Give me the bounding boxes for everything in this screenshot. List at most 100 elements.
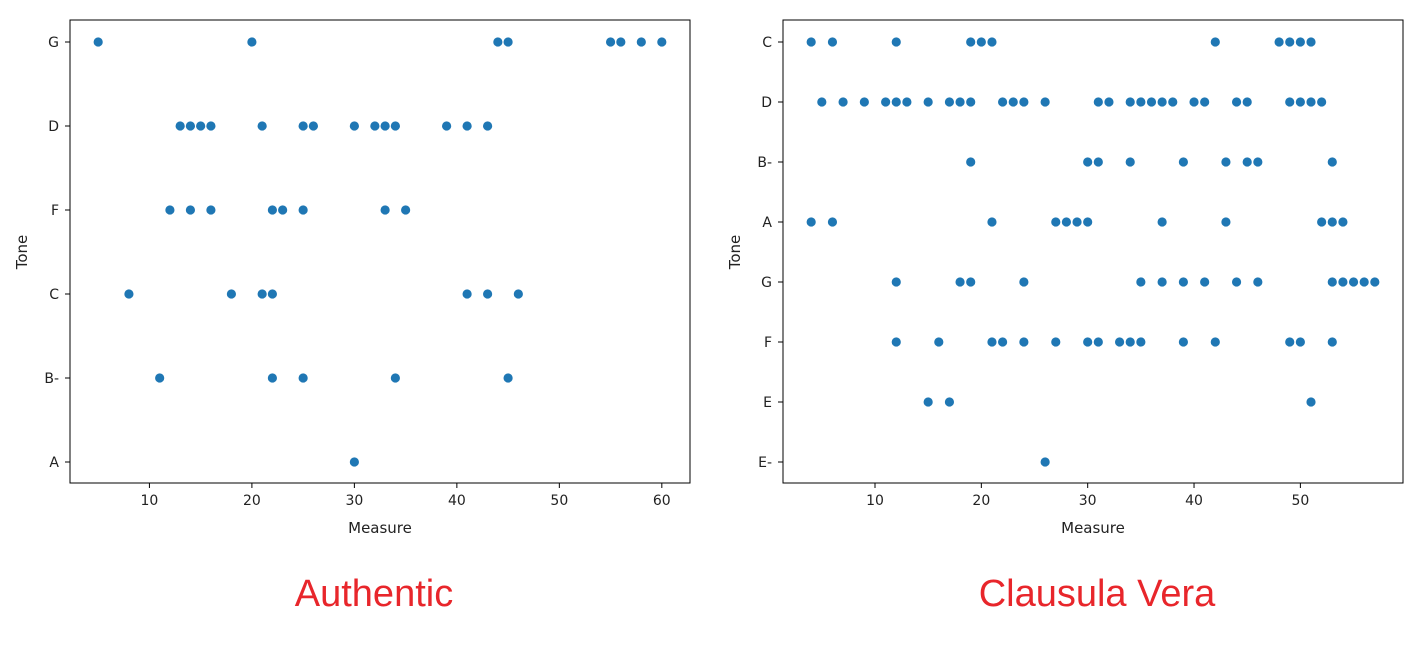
y-tick-label: A xyxy=(762,215,772,231)
data-point xyxy=(1199,276,1211,288)
data-point xyxy=(389,120,401,132)
data-point xyxy=(1039,456,1051,468)
x-axis-label: Measure xyxy=(348,519,412,537)
data-point xyxy=(1305,396,1317,408)
data-point xyxy=(1135,336,1147,348)
data-point xyxy=(944,396,955,408)
y-tick-label: D xyxy=(48,119,59,135)
data-point xyxy=(890,276,902,288)
data-point xyxy=(482,120,494,132)
data-point xyxy=(1337,276,1349,288)
data-point xyxy=(1114,336,1125,348)
data-point xyxy=(615,36,627,48)
data-point xyxy=(266,204,278,216)
data-point xyxy=(656,36,668,48)
data-point xyxy=(1231,96,1242,108)
data-point xyxy=(1231,276,1242,288)
data-point xyxy=(1305,96,1317,108)
data-point xyxy=(1316,216,1328,228)
data-point xyxy=(933,336,945,348)
data-point xyxy=(492,36,504,48)
x-axis-label: Measure xyxy=(1061,519,1125,537)
data-point xyxy=(635,36,647,48)
data-point xyxy=(1177,276,1189,288)
data-point xyxy=(1188,96,1200,108)
data-point xyxy=(1018,336,1030,348)
data-point xyxy=(266,288,278,300)
data-point xyxy=(965,36,977,48)
y-axis-label: Tone xyxy=(13,235,31,271)
x-tick-label: 60 xyxy=(653,493,671,509)
data-point xyxy=(1284,36,1296,48)
data-point xyxy=(605,36,616,48)
data-point xyxy=(965,96,977,108)
data-point xyxy=(1092,156,1104,168)
data-point xyxy=(1199,96,1211,108)
y-tick-label: E xyxy=(763,395,772,411)
data-point xyxy=(174,120,186,132)
data-point xyxy=(1050,216,1062,228)
data-point xyxy=(805,216,817,228)
data-point xyxy=(266,372,278,384)
data-point xyxy=(1348,276,1359,288)
data-point xyxy=(1018,276,1030,288)
data-point xyxy=(975,36,987,48)
data-point xyxy=(986,216,998,228)
x-tick-label: 40 xyxy=(1185,493,1203,509)
data-point xyxy=(461,120,473,132)
data-point xyxy=(1326,336,1338,348)
data-point xyxy=(1071,216,1083,228)
data-point xyxy=(858,96,870,108)
data-point xyxy=(827,36,838,48)
y-tick-label: E- xyxy=(758,455,772,471)
data-point xyxy=(1050,336,1062,348)
data-point xyxy=(1273,36,1285,48)
data-point xyxy=(1146,96,1157,108)
x-tick-label: 40 xyxy=(448,493,466,509)
y-tick-label: A xyxy=(49,455,59,471)
data-point xyxy=(1358,276,1370,288)
data-point xyxy=(1177,336,1189,348)
data-point xyxy=(1092,96,1104,108)
data-point xyxy=(1220,216,1232,228)
data-point xyxy=(986,36,998,48)
data-point xyxy=(1007,96,1019,108)
y-tick-label: G xyxy=(48,35,59,51)
data-point xyxy=(1018,96,1030,108)
data-point xyxy=(256,120,268,132)
data-point xyxy=(154,372,166,384)
data-point xyxy=(1294,336,1306,348)
data-point xyxy=(1252,156,1264,168)
data-point xyxy=(1156,216,1168,228)
data-point xyxy=(827,216,838,228)
data-point xyxy=(1284,96,1296,108)
data-point xyxy=(1220,156,1232,168)
data-point xyxy=(880,96,892,108)
data-point xyxy=(901,96,913,108)
data-point xyxy=(512,288,524,300)
data-point xyxy=(1177,156,1189,168)
data-point xyxy=(890,96,902,108)
y-tick-label: G xyxy=(761,275,772,291)
data-point xyxy=(1209,36,1221,48)
x-tick-label: 20 xyxy=(243,493,261,509)
data-point xyxy=(1305,36,1317,48)
data-point xyxy=(502,372,514,384)
x-tick-label: 10 xyxy=(141,493,159,509)
data-point xyxy=(890,36,902,48)
data-point xyxy=(1326,216,1338,228)
y-axis-label: Tone xyxy=(726,235,744,271)
scatter-points xyxy=(92,36,668,468)
data-point xyxy=(986,336,998,348)
y-axis: C D B- A G F E E- xyxy=(757,35,783,471)
data-point xyxy=(1294,96,1306,108)
x-tick-label: 30 xyxy=(1079,493,1097,509)
data-point xyxy=(1284,336,1296,348)
data-point xyxy=(379,120,391,132)
data-point xyxy=(205,120,217,132)
data-point xyxy=(944,96,955,108)
data-point xyxy=(297,372,309,384)
data-point xyxy=(277,204,289,216)
data-point xyxy=(256,288,268,300)
data-point xyxy=(1167,96,1179,108)
